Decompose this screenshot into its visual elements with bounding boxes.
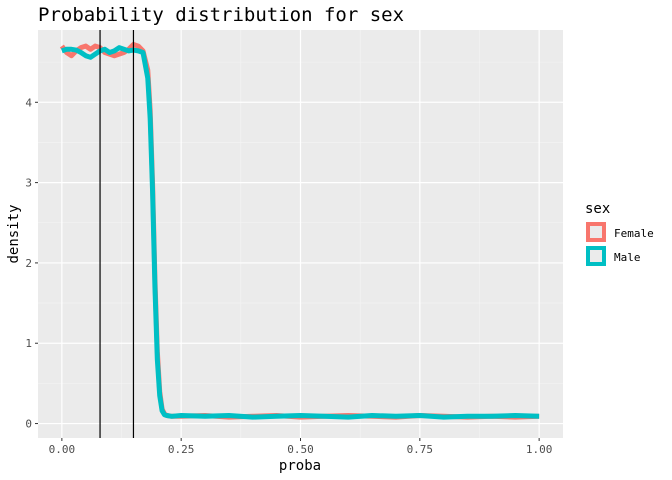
y-tick-label: 3 [25, 177, 32, 190]
y-tick-label: 0 [25, 418, 32, 431]
x-tick-label: 0.00 [49, 443, 76, 456]
y-axis-ticks: 0 1 2 3 4 [25, 96, 38, 431]
legend-swatch-male [586, 246, 606, 266]
y-axis-title: density [6, 204, 22, 263]
reference-lines [99, 30, 135, 438]
y-tick-label: 2 [25, 257, 32, 270]
legend-label-female: Female [614, 227, 654, 240]
x-tick-label: 1.00 [526, 443, 553, 456]
y-tick-label: 1 [25, 337, 32, 350]
y-tick-label: 4 [25, 96, 32, 109]
legend-title: sex [585, 201, 610, 217]
x-axis-ticks: 0.00 0.25 0.50 0.75 1.00 [49, 438, 553, 456]
series-layer [59, 41, 540, 420]
legend-label-male: Male [614, 251, 641, 264]
x-axis-title: proba [279, 458, 321, 474]
x-tick-label: 0.75 [407, 443, 434, 456]
legend-swatch-female [586, 222, 606, 242]
major-gridlines [38, 30, 563, 438]
x-tick-label: 0.25 [168, 443, 195, 456]
legend: sex Female Male [585, 201, 654, 267]
x-tick-label: 0.50 [287, 443, 314, 456]
chart-title: Probability distribution for sex [38, 4, 404, 26]
series-line-male [61, 45, 540, 420]
